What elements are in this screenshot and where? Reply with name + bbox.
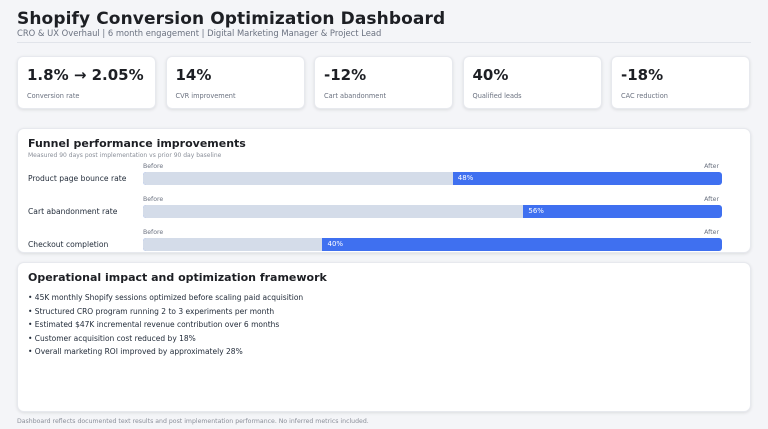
kpi-card-conversion-rate: 1.8% → 2.05% Conversion rate	[17, 56, 156, 109]
after-axis-label: After	[704, 229, 719, 236]
kpi-value: 14%	[175, 66, 212, 84]
kpi-card-cvr-improvement: 14% CVR improvement	[165, 56, 305, 109]
page-title: Shopify Conversion Optimization Dashboar…	[17, 9, 446, 29]
funnel-value-label: 48%	[457, 174, 474, 182]
header-divider	[17, 42, 751, 43]
kpi-label: CAC reduction	[621, 92, 668, 100]
funnel-row-label: Product page bounce rate	[28, 174, 127, 183]
list-item: • Estimated $47K incremental revenue con…	[28, 320, 280, 330]
funnel-subtitle: Measured 90 days post implementation vs …	[28, 152, 222, 159]
list-item: • Structured CRO program running 2 to 3 …	[28, 306, 275, 316]
before-fill	[143, 172, 453, 185]
funnel-bar: 48%	[143, 172, 722, 185]
funnel-row-cart-abandonment: Cart abandonment rate Before After 56%	[18, 196, 750, 222]
after-axis-label: After	[704, 196, 719, 203]
kpi-card-cart-abandonment: -12% Cart abandonment	[314, 56, 453, 109]
kpi-value: 1.8% → 2.05%	[27, 66, 144, 84]
before-axis-label: Before	[143, 163, 164, 170]
operations-list: • 45K monthly Shopify sessions optimized…	[28, 291, 303, 359]
kpi-card-cac-reduction: -18% CAC reduction	[611, 56, 750, 109]
kpi-value: -12%	[324, 66, 367, 84]
funnel-bar: 40%	[143, 238, 722, 251]
funnel-value-label: 40%	[327, 240, 344, 248]
kpi-label: Qualified leads	[472, 92, 522, 100]
funnel-bar: 56%	[143, 205, 722, 218]
funnel-value-label: 56%	[528, 207, 544, 215]
footer-note: Dashboard reflects documented text resul…	[17, 418, 369, 425]
kpi-row: 1.8% → 2.05% Conversion rate 14% CVR imp…	[17, 56, 750, 109]
funnel-panel: Funnel performance improvements Measured…	[17, 128, 751, 253]
list-item: • 45K monthly Shopify sessions optimized…	[28, 293, 304, 302]
funnel-row-bounce-rate: Product page bounce rate Before After 48…	[18, 163, 750, 189]
kpi-card-qualified-leads: 40% Qualified leads	[462, 56, 602, 109]
funnel-row-checkout-completion: Checkout completion Before After 40%	[18, 229, 750, 255]
before-axis-label: Before	[143, 196, 164, 203]
before-fill	[143, 238, 323, 251]
before-axis-label: Before	[143, 229, 164, 236]
kpi-label: Cart abandonment	[324, 92, 387, 100]
list-item: • Customer acquisition cost reduced by 1…	[28, 333, 196, 343]
funnel-row-label: Checkout completion	[28, 240, 109, 249]
after-axis-label: After	[704, 163, 719, 170]
kpi-value: -18%	[621, 66, 664, 84]
kpi-value: 40%	[472, 66, 509, 84]
before-fill	[143, 205, 524, 218]
funnel-title: Funnel performance improvements	[28, 137, 246, 150]
operations-title: Operational impact and optimization fram…	[28, 271, 327, 284]
page-subtitle: CRO & UX Overhaul | 6 month engagement |…	[17, 28, 382, 38]
list-item: • Overall marketing ROI improved by appr…	[28, 347, 243, 357]
kpi-label: CVR improvement	[175, 92, 236, 100]
kpi-label: Conversion rate	[27, 92, 80, 100]
operations-panel: Operational impact and optimization fram…	[17, 262, 751, 412]
funnel-row-label: Cart abandonment rate	[28, 207, 118, 216]
